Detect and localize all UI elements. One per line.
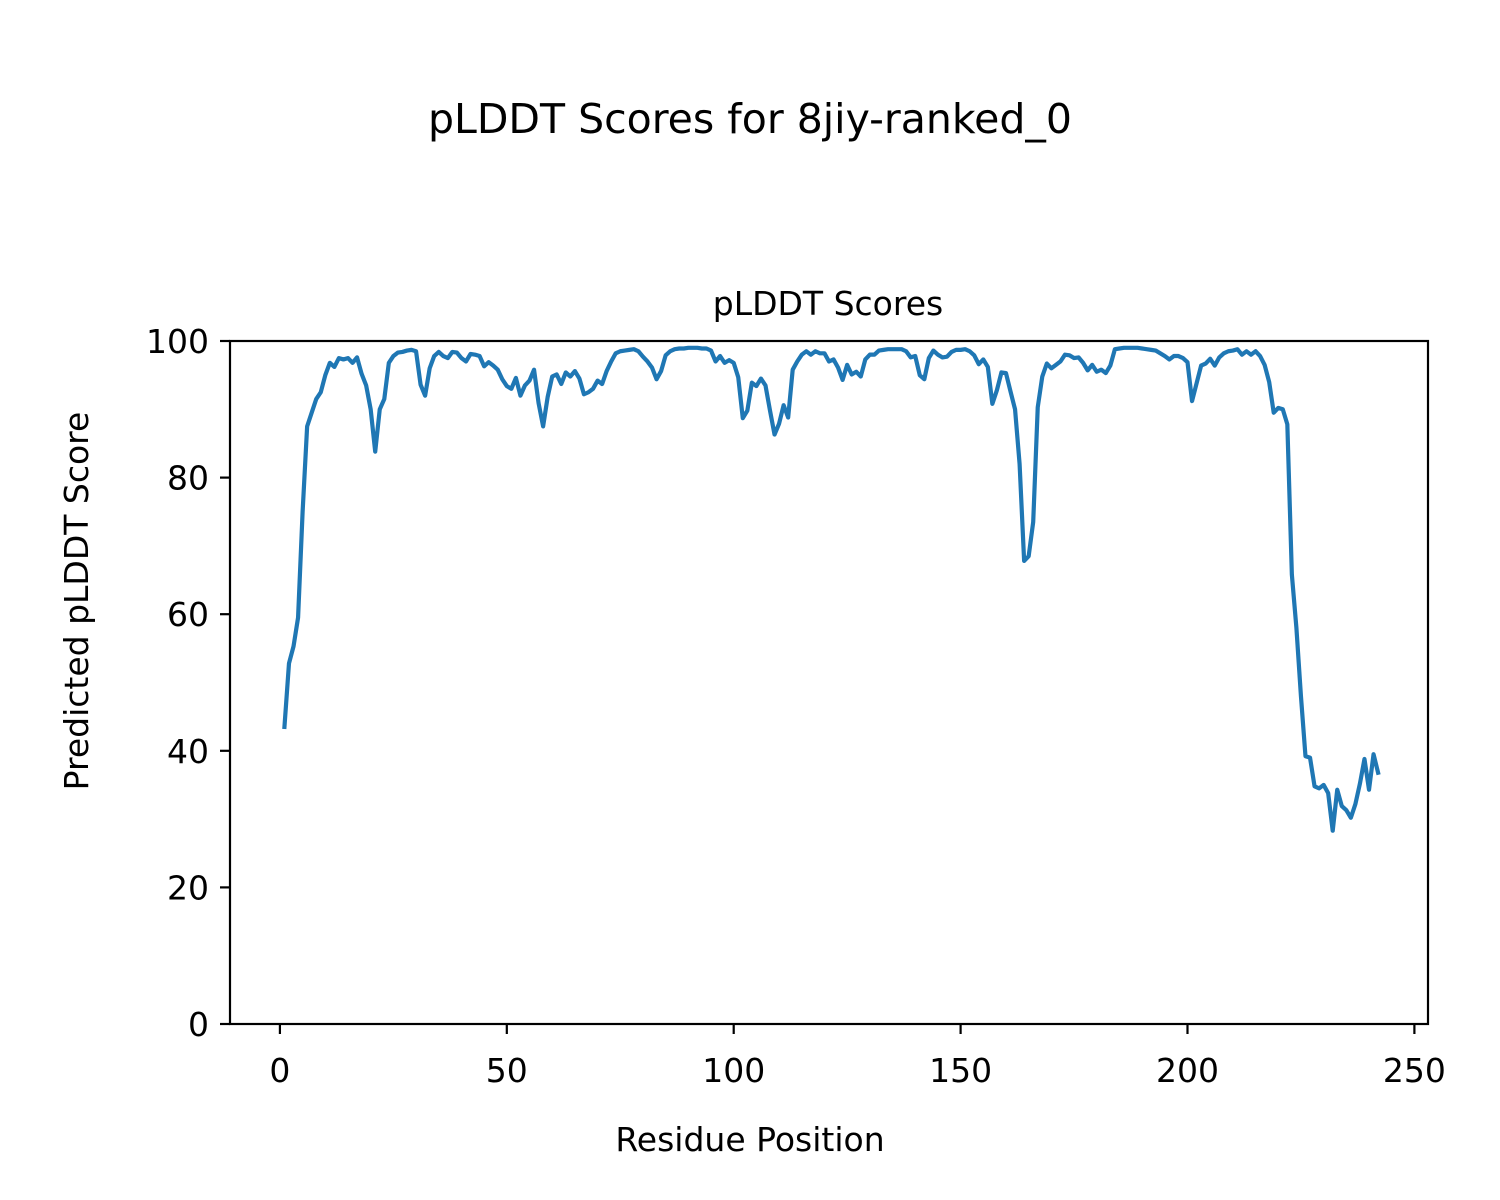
axis-ticks: 0 50 100 150 200 250 0 20 40 60 80 100 [146,322,1446,1090]
plot-area [228,339,1430,1026]
y-tick-label: 0 [188,1005,209,1044]
x-tick-label: 150 [929,1051,992,1090]
axes-frame [228,339,1430,1026]
y-tick-label: 40 [167,732,209,771]
x-tick-label: 0 [269,1051,290,1090]
y-tick-label: 80 [167,459,209,498]
x-tick-label: 100 [702,1051,765,1090]
x-axis-label: Residue Position [615,1120,884,1159]
x-tick-label: 200 [1156,1051,1219,1090]
x-tick-label: 250 [1383,1051,1446,1090]
y-axis-label: Predicted pLDDT Score [57,412,96,791]
figure-suptitle: pLDDT Scores for 8jiy-ranked_0 [428,95,1072,143]
y-tick-label: 60 [167,595,209,634]
y-tick-label: 20 [167,868,209,907]
y-tick-label: 100 [146,322,209,361]
x-tick-label: 50 [486,1051,528,1090]
series-line-0 [282,345,1381,833]
axes-title: pLDDT Scores [713,284,943,323]
